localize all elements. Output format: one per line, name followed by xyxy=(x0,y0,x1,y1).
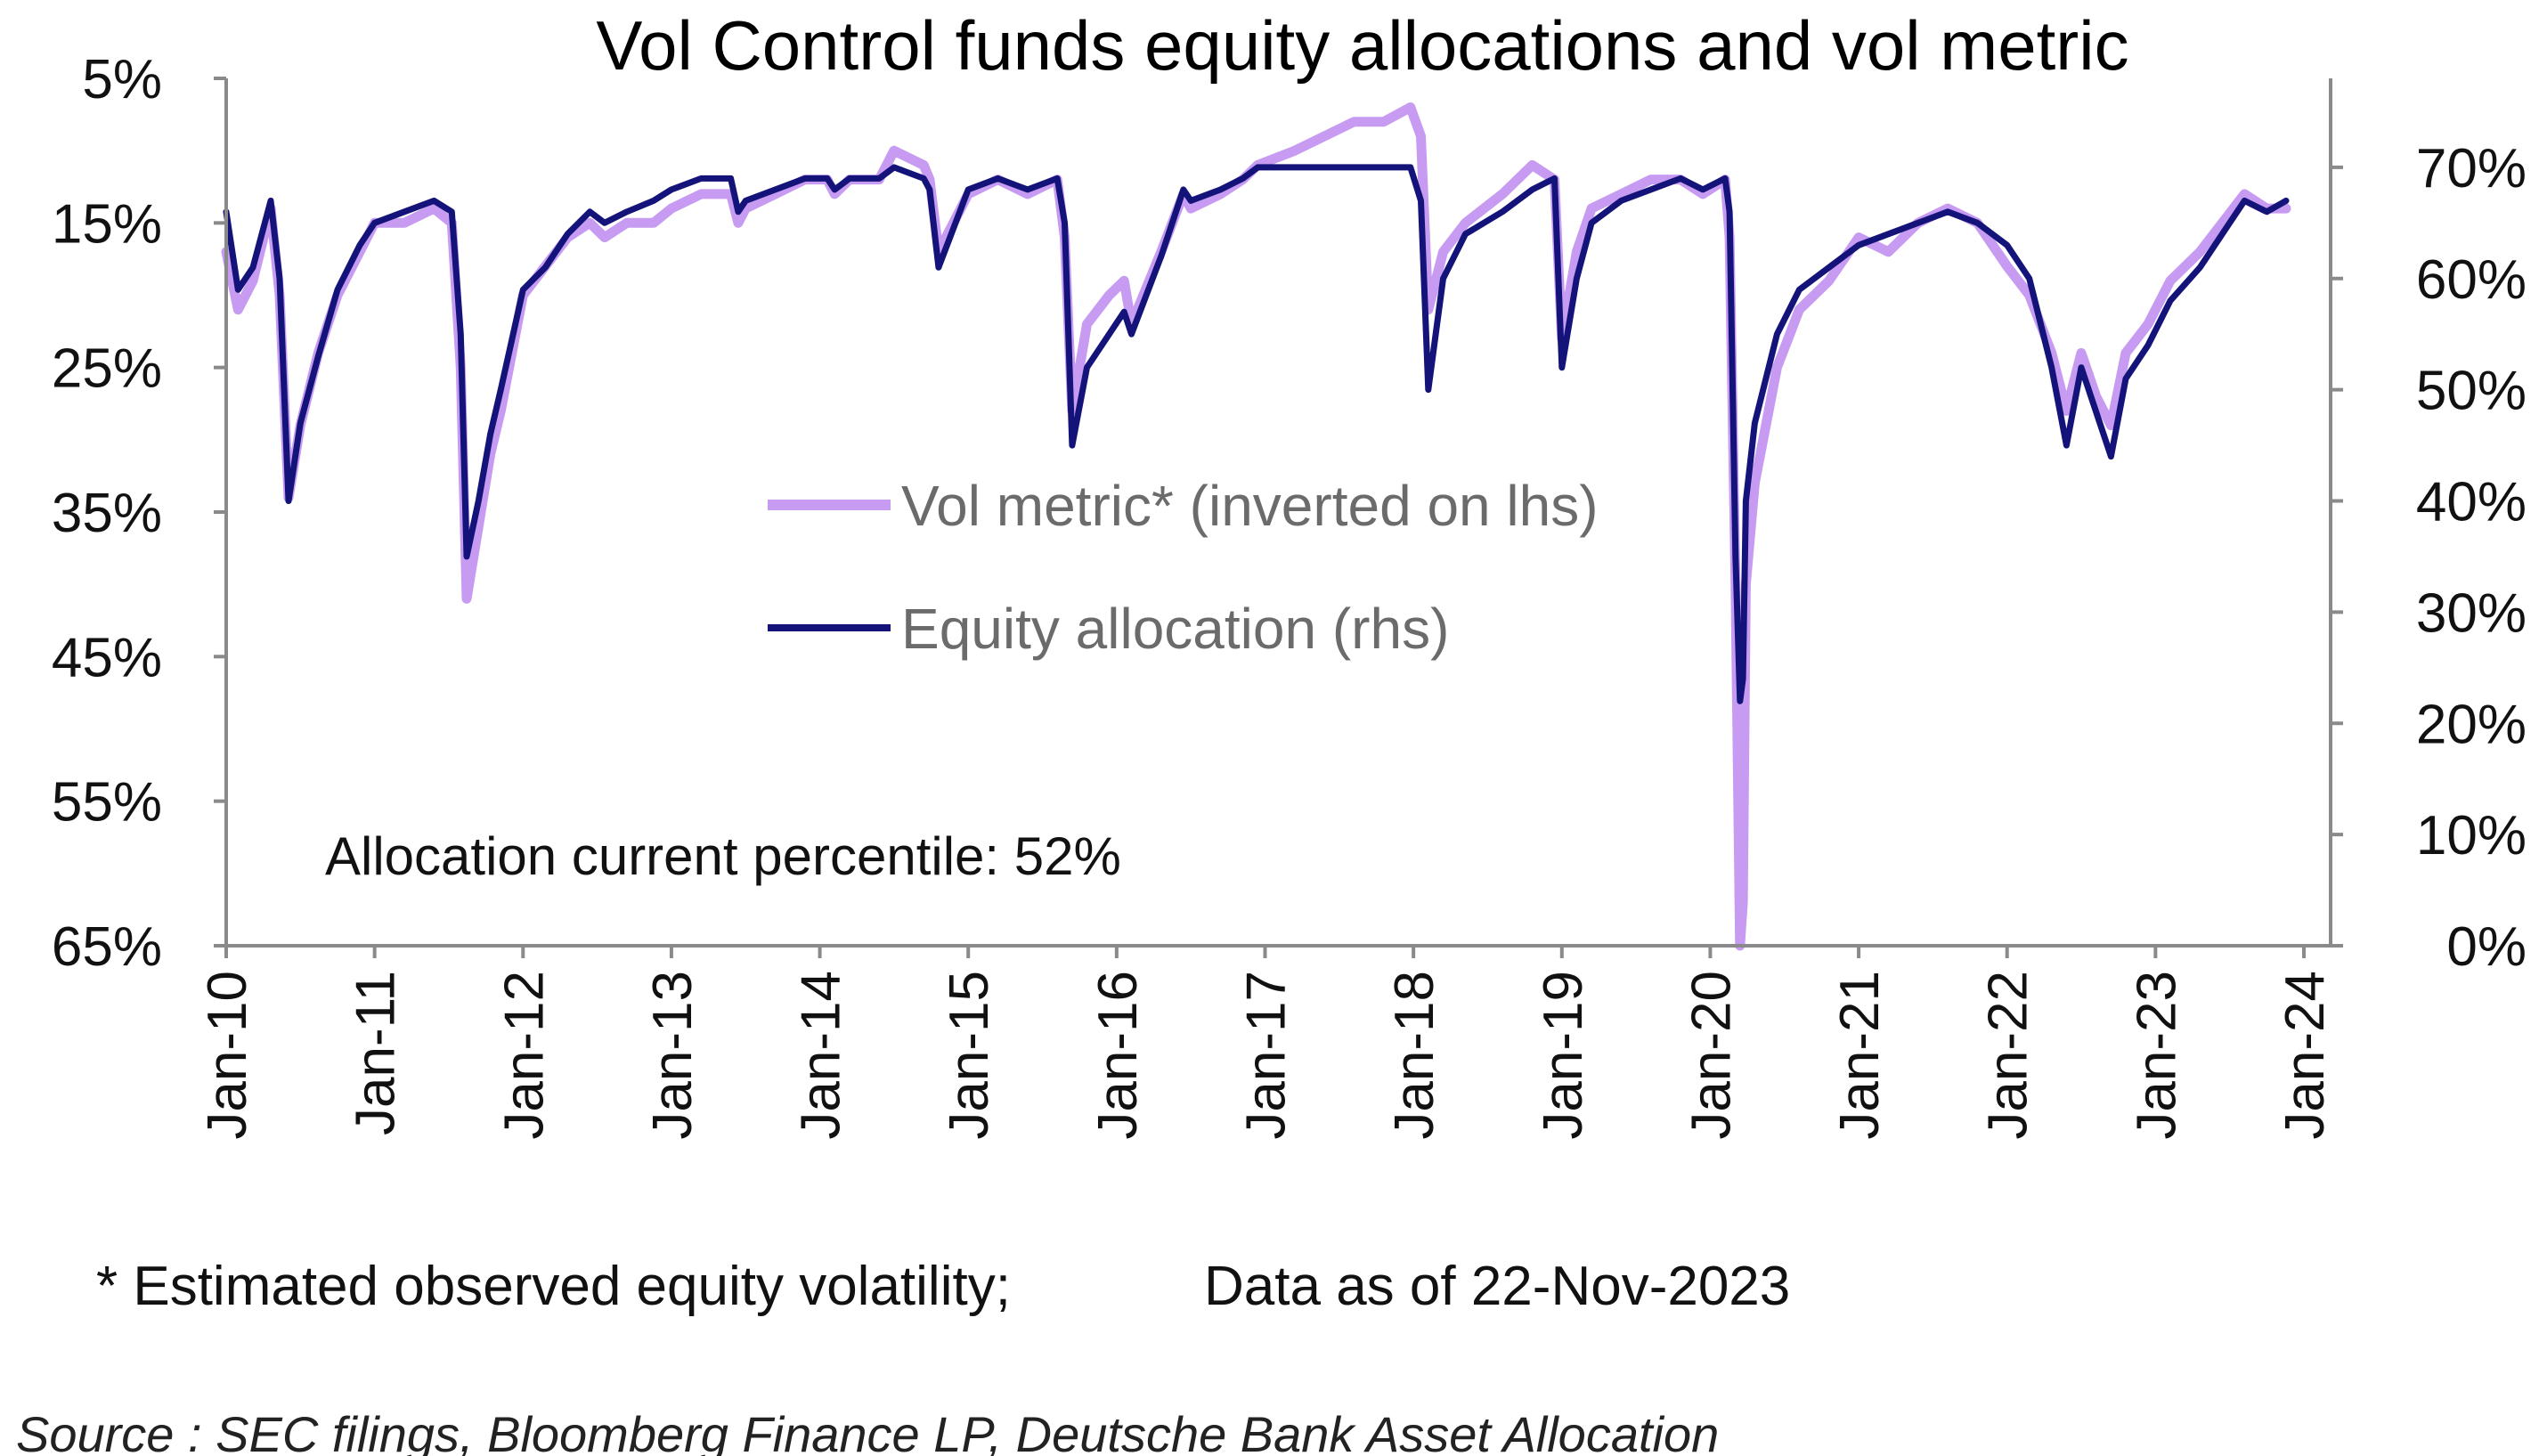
left-tick-label: 25% xyxy=(52,338,162,400)
ticks xyxy=(214,77,2343,958)
right-tick-label: 40% xyxy=(2416,472,2527,533)
series-line-vol-metric xyxy=(221,102,2291,951)
tick-labels: 5% 15% 25% 35% 45% 55% 65% 0% 10% 20% 30% 40% 50% 60%… xyxy=(52,49,2527,1140)
series-line-equity-allocation xyxy=(223,164,2290,704)
left-tick-label: 65% xyxy=(52,916,162,978)
x-tick-label: Jan-10 xyxy=(197,971,258,1140)
x-tick-label: Jan-16 xyxy=(1087,971,1149,1140)
x-tick-label: Jan-15 xyxy=(939,971,1000,1140)
legend: Vol metric* (inverted on lhs) Equity all… xyxy=(768,474,1599,661)
right-tick-label: 30% xyxy=(2416,582,2527,644)
x-tick-label: Jan-13 xyxy=(642,971,704,1140)
data-date: Data as of 22-Nov-2023 xyxy=(1204,1256,1790,1317)
right-tick-label: 10% xyxy=(2416,805,2527,866)
left-tick-label: 45% xyxy=(52,627,162,688)
right-tick-label: 70% xyxy=(2416,138,2527,199)
percentile-annotation: Allocation current percentile: 52% xyxy=(325,826,1121,886)
source-note: Source : SEC filings, Bloomberg Finance … xyxy=(16,1406,1719,1456)
right-tick-label: 20% xyxy=(2416,694,2527,755)
x-tick-label: Jan-23 xyxy=(2126,971,2187,1140)
x-tick-label: Jan-17 xyxy=(1236,971,1298,1140)
right-tick-label: 50% xyxy=(2416,361,2527,422)
x-tick-label: Jan-24 xyxy=(2275,971,2336,1140)
x-tick-label: Jan-22 xyxy=(1978,971,2039,1140)
x-tick-label: Jan-18 xyxy=(1384,971,1445,1140)
left-tick-label: 55% xyxy=(52,772,162,834)
x-tick-label: Jan-21 xyxy=(1829,971,1891,1140)
right-tick-label: 60% xyxy=(2416,249,2527,311)
x-tick-label: Jan-20 xyxy=(1680,971,1742,1140)
left-tick-label: 35% xyxy=(52,483,162,544)
right-tick-label: 0% xyxy=(2446,916,2527,978)
legend-label-vol-metric: Vol metric* (inverted on lhs) xyxy=(901,474,1599,538)
left-tick-label: 15% xyxy=(52,193,162,255)
x-tick-label: Jan-11 xyxy=(346,971,407,1135)
x-tick-label: Jan-12 xyxy=(493,971,555,1140)
left-tick-label: 5% xyxy=(82,49,162,110)
x-tick-label: Jan-14 xyxy=(791,971,852,1140)
x-tick-label: Jan-19 xyxy=(1533,971,1594,1140)
footnote: * Estimated observed equity volatility; xyxy=(96,1256,1011,1317)
plot-area xyxy=(221,102,2291,951)
chart-title: Vol Control funds equity allocations and… xyxy=(596,6,2128,85)
legend-label-equity-allocation: Equity allocation (rhs) xyxy=(901,597,1449,661)
